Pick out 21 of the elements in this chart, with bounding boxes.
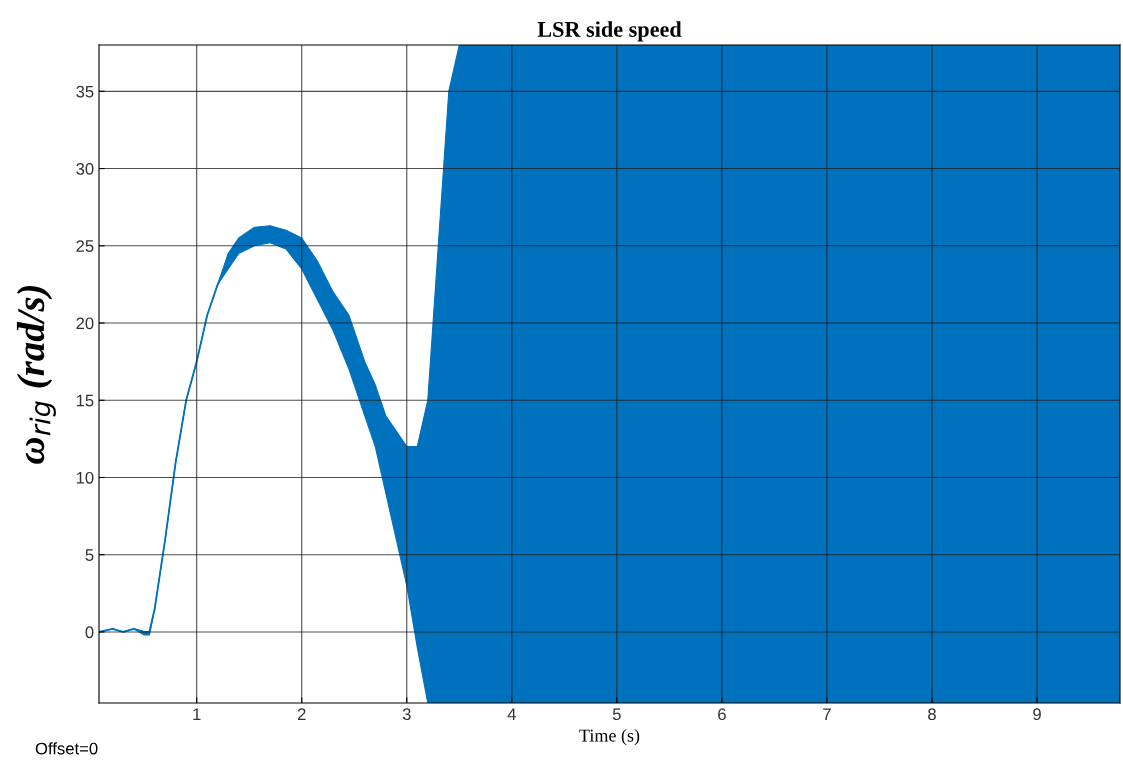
y-tick-label: 15 [76,394,94,407]
x-tick-label: 9 [1033,708,1041,721]
x-tick-label: 1 [193,708,201,720]
x-tick-label: 6 [718,708,726,721]
x-axis-title: Time (s) [579,728,640,746]
x-tick-label: 4 [507,708,516,720]
y-tick-label: 0 [85,626,94,639]
text: Offset=0 [35,742,98,755]
y-tick-label: 20 [76,317,94,330]
chart-title: LSR side speed [537,21,682,42]
y-tick-label: 25 [76,240,94,252]
x-tick-label: 7 [823,708,831,720]
y-tick-label: 10 [76,471,94,484]
y-axis-title: ω$_{rig}$ (rad/s) [16,285,56,464]
x-tick-label: 8 [928,708,936,721]
y-tick-label: 35 [76,85,94,98]
x-tick-label: 3 [402,708,411,721]
x-tick-label: 5 [612,708,621,721]
x-tick-label: 2 [297,708,306,720]
y-tick-label: 5 [85,549,94,561]
y-tick-label: 30 [76,162,94,175]
